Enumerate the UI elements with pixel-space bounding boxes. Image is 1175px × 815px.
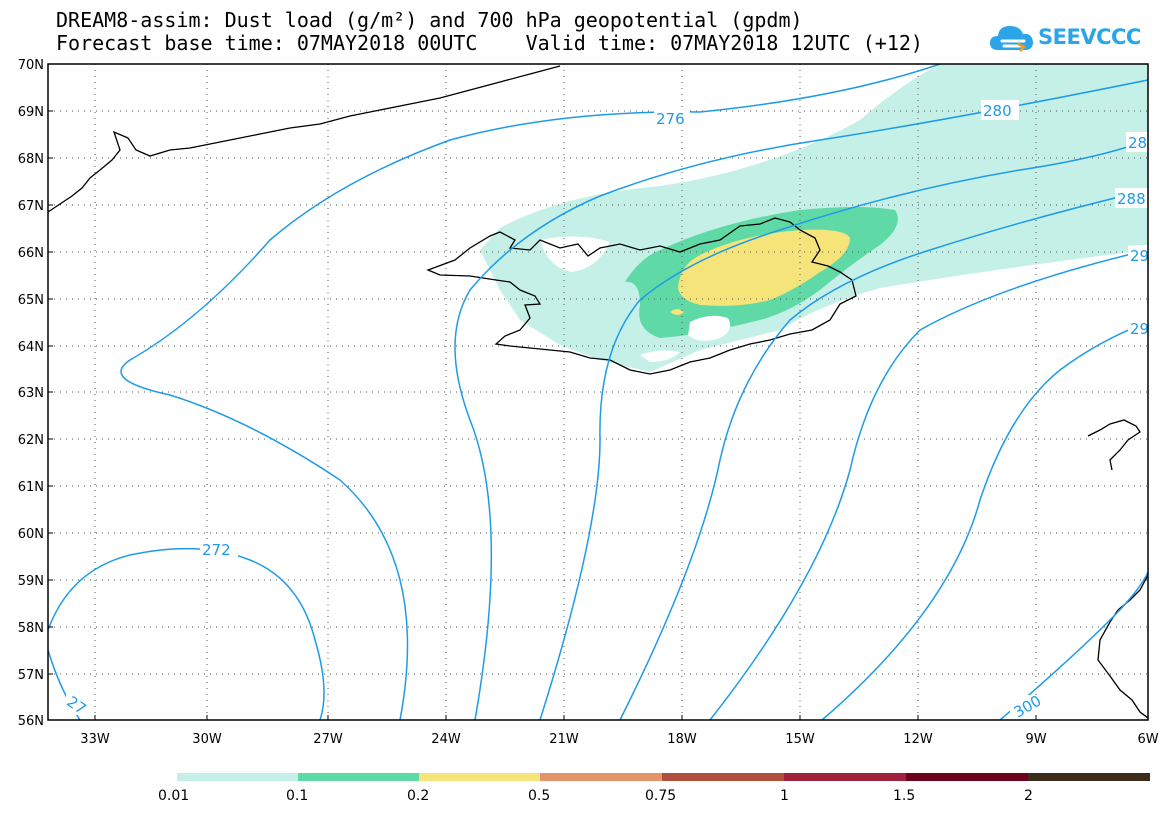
lat-label: 56N bbox=[18, 714, 44, 729]
colorbar-label: 0.01 bbox=[158, 788, 190, 804]
lat-labels: 70N 69N 68N 67N 66N 65N 64N 63N 62N 61N … bbox=[18, 58, 44, 729]
lat-label: 70N bbox=[18, 58, 44, 73]
lat-label: 57N bbox=[18, 668, 44, 683]
dust-load-shading bbox=[480, 64, 1148, 372]
contour-label: 29 bbox=[1130, 320, 1149, 338]
colorbar-label: 0.75 bbox=[645, 788, 677, 804]
lon-label: 6W bbox=[1137, 732, 1158, 747]
lon-label: 9W bbox=[1025, 732, 1046, 747]
contour-284 bbox=[539, 139, 1148, 720]
lon-label: 18W bbox=[667, 732, 697, 747]
lat-label: 67N bbox=[18, 199, 44, 214]
lon-ticks bbox=[94, 715, 1149, 720]
contour-272-west bbox=[48, 547, 325, 720]
contour-276 bbox=[120, 64, 941, 720]
lon-label: 12W bbox=[903, 732, 933, 747]
map-title: DREAM8-assim: Dust load (g/m²) and 700 h… bbox=[56, 8, 803, 32]
gridlines bbox=[48, 64, 1148, 720]
scotland-coast bbox=[1097, 574, 1148, 719]
cloud-icon bbox=[990, 26, 1033, 52]
colorbar-swatch bbox=[177, 773, 298, 781]
contour-300 bbox=[999, 571, 1148, 720]
colorbar-swatch bbox=[419, 773, 540, 781]
lat-label: 59N bbox=[18, 574, 44, 589]
colorbar-label: 1.5 bbox=[893, 788, 916, 804]
logo-text: SEEVCCC bbox=[1038, 25, 1141, 49]
lat-label: 62N bbox=[18, 433, 44, 448]
lon-label: 33W bbox=[80, 732, 110, 747]
colorbar-swatch bbox=[662, 773, 784, 781]
colorbar-swatch bbox=[540, 773, 662, 781]
contour-label: 29 bbox=[1130, 247, 1149, 265]
colorbar-swatch bbox=[906, 773, 1028, 781]
contour-280 bbox=[454, 79, 1148, 720]
colorbar-label: 0.1 bbox=[286, 788, 309, 804]
contour-label: 272 bbox=[202, 541, 231, 559]
lat-label: 61N bbox=[18, 480, 44, 495]
colorbar-swatch bbox=[298, 773, 419, 781]
lon-label: 24W bbox=[431, 732, 461, 747]
seevccc-logo bbox=[990, 26, 1033, 52]
contour-label: 288 bbox=[1117, 190, 1146, 208]
contour-label: 280 bbox=[983, 102, 1012, 120]
lon-label: 15W bbox=[785, 732, 815, 747]
contour-296 bbox=[821, 321, 1148, 720]
faroe-coast bbox=[1087, 419, 1141, 471]
colorbar-label: 2 bbox=[1024, 788, 1033, 804]
greenland-coast bbox=[48, 65, 561, 213]
lat-ticks bbox=[48, 63, 53, 721]
lat-label: 58N bbox=[18, 621, 44, 636]
colorbar-swatch bbox=[784, 773, 906, 781]
lat-label: 60N bbox=[18, 527, 44, 542]
lat-label: 64N bbox=[18, 340, 44, 355]
lon-label: 30W bbox=[192, 732, 222, 747]
geopotential-contours bbox=[48, 64, 1148, 720]
contour-288 bbox=[619, 189, 1148, 720]
iceland-coast bbox=[426, 217, 857, 375]
colorbar-label: 0.5 bbox=[528, 788, 551, 804]
lat-label: 63N bbox=[18, 386, 44, 401]
colorbar-label: 0.2 bbox=[407, 788, 430, 804]
lat-label: 69N bbox=[18, 105, 44, 120]
contour-292 bbox=[709, 249, 1148, 720]
lon-label: 21W bbox=[549, 732, 579, 747]
colorbar-label: 1 bbox=[780, 788, 789, 804]
coastlines bbox=[48, 65, 1148, 719]
colorbar-swatch bbox=[1028, 773, 1150, 781]
lat-label: 68N bbox=[18, 152, 44, 167]
lon-labels: 33W 30W 27W 24W 21W 18W 15W 12W 9W 6W bbox=[80, 732, 1158, 747]
lon-label: 27W bbox=[313, 732, 343, 747]
contour-label: 28 bbox=[1128, 134, 1147, 152]
contour-label: 276 bbox=[656, 110, 685, 128]
map-subtitle: Forecast base time: 07MAY2018 00UTC Vali… bbox=[56, 31, 923, 55]
lat-label: 66N bbox=[18, 246, 44, 261]
lat-label: 65N bbox=[18, 293, 44, 308]
